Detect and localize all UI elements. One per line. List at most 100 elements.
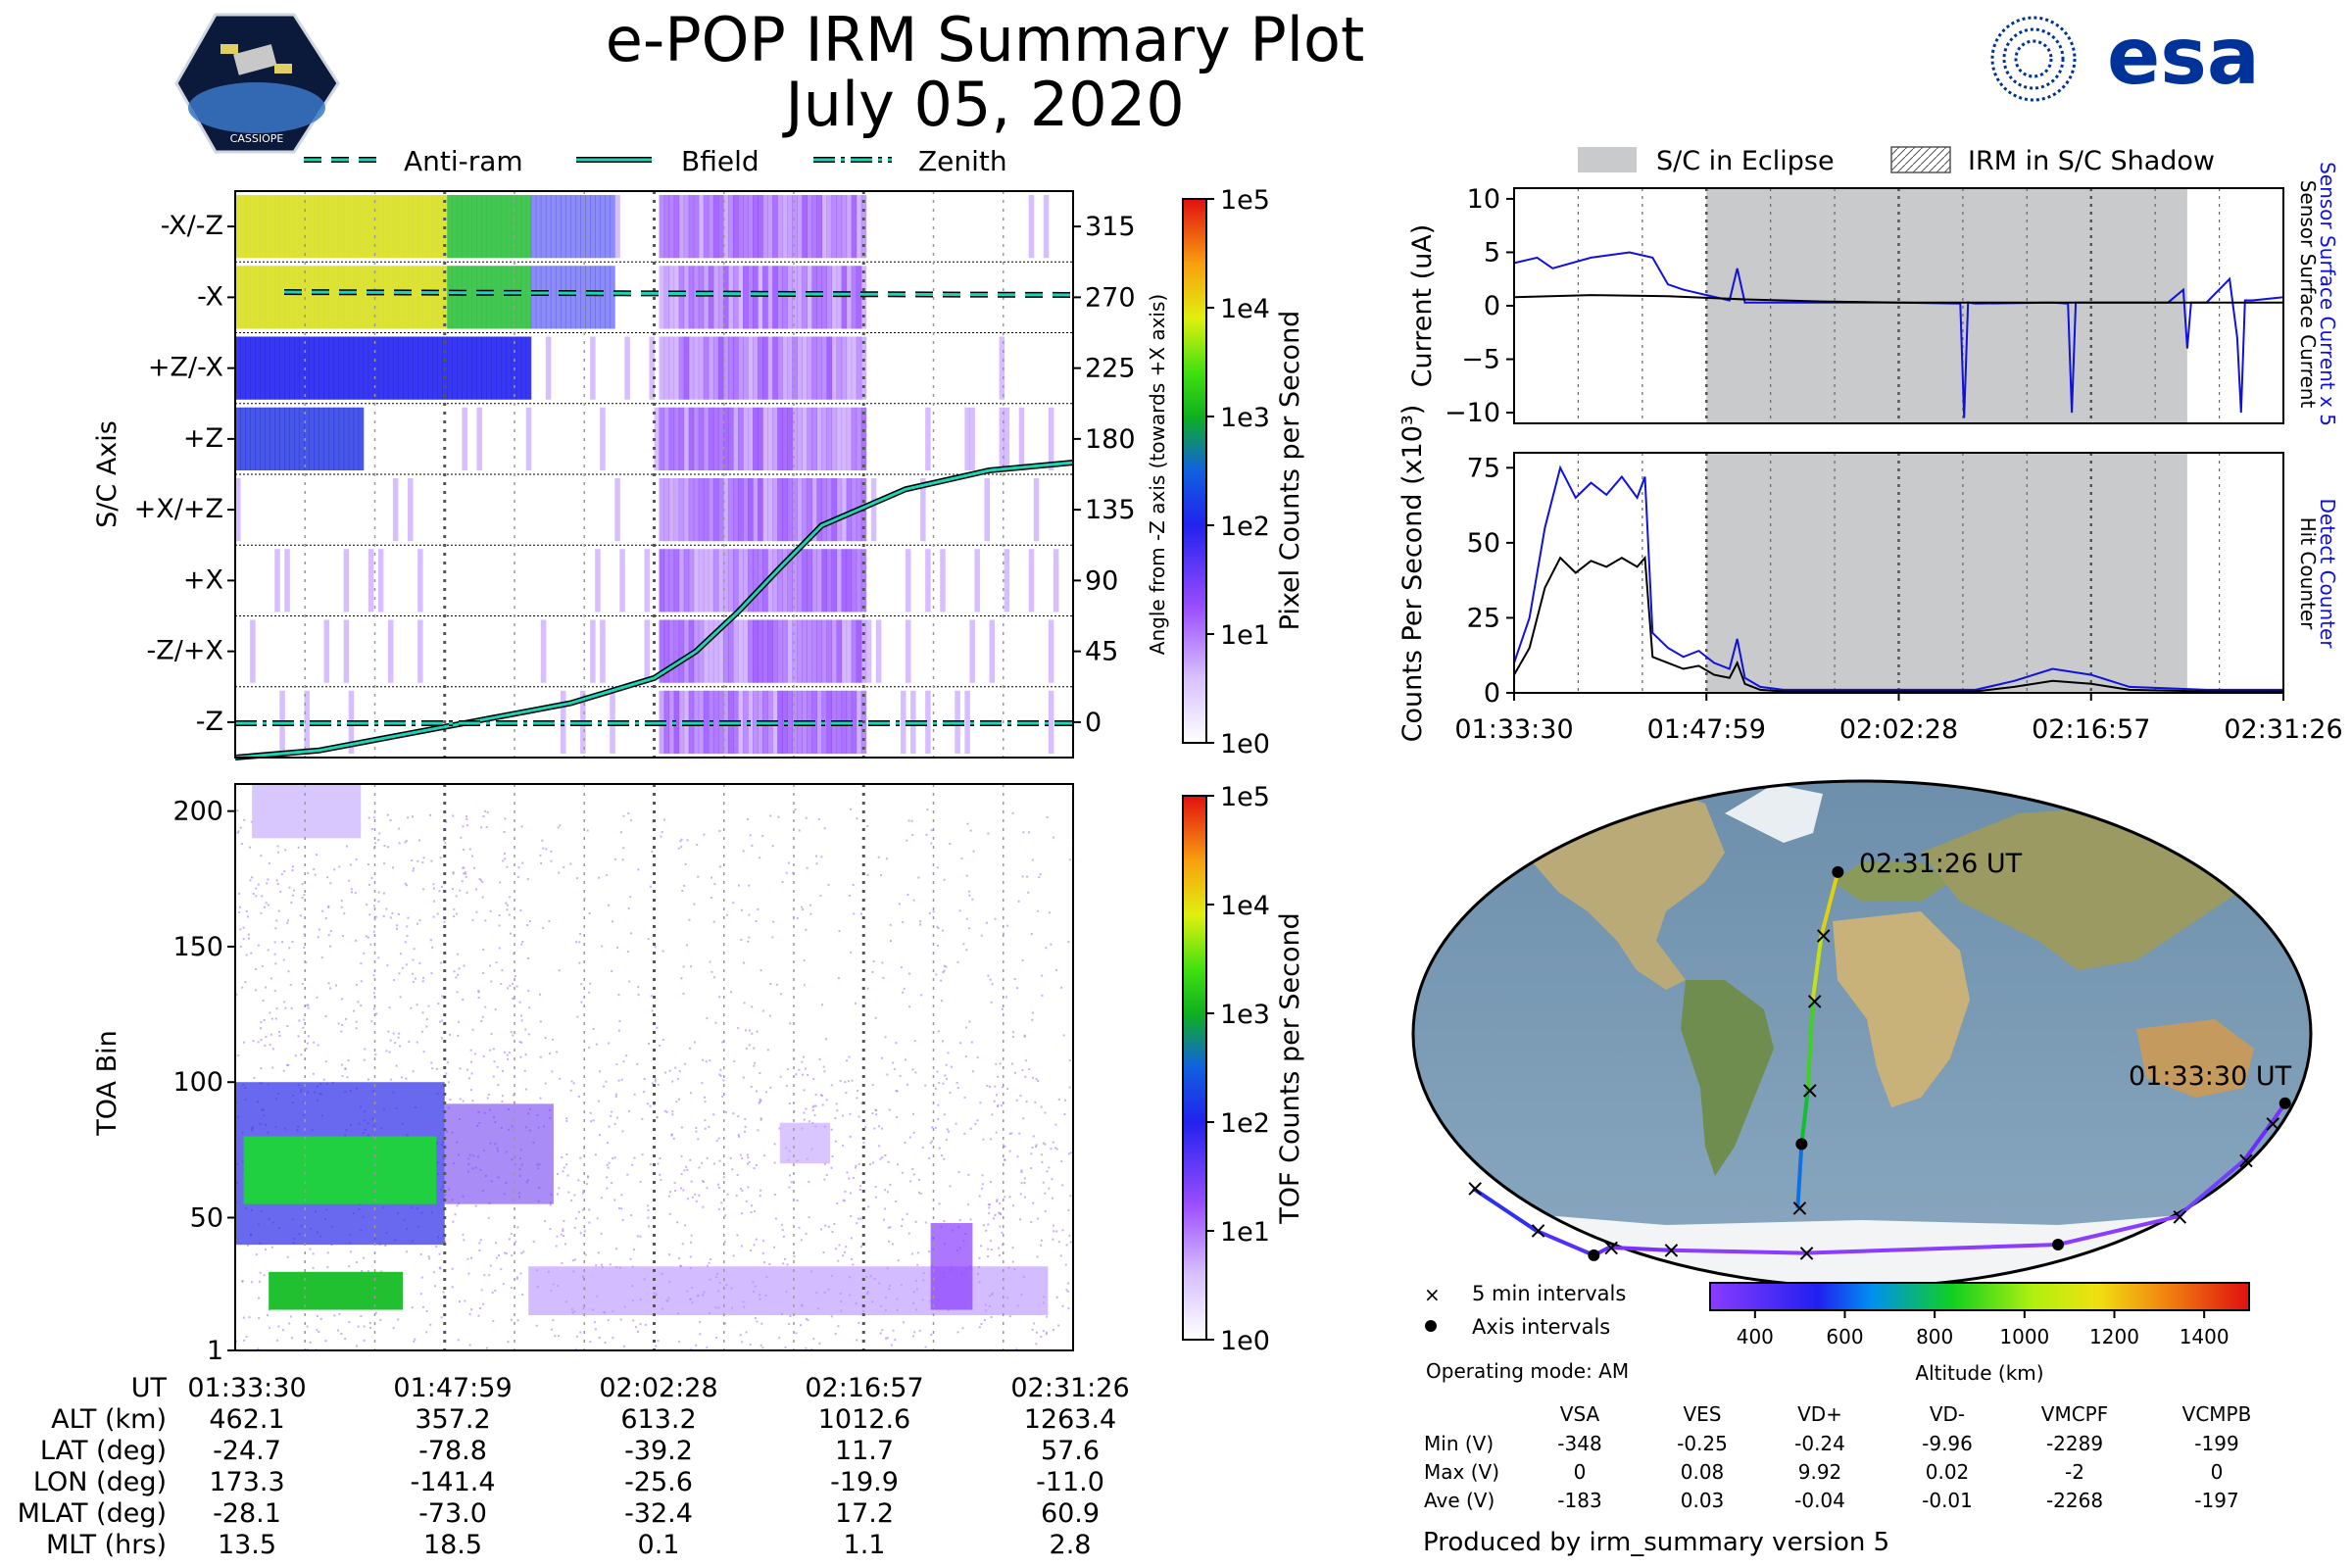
esa-logo: esa: [1990, 11, 2260, 102]
angle-tick-label: 225: [1085, 354, 1136, 384]
voltage-cell: 0.08: [1681, 1460, 1725, 1484]
ephemeris-cell: 173.3: [209, 1467, 284, 1497]
time-tick-label: 02:02:28: [1839, 714, 1958, 745]
time-tick-label: 02:16:57: [2032, 714, 2150, 745]
colorbar-tick: 1e3: [1220, 1000, 1270, 1030]
five-min-marker: ×: [1465, 1175, 1485, 1202]
axis-interval-marker: [1832, 865, 1844, 878]
operating-mode: Operating mode: AM: [1426, 1359, 1629, 1383]
colorbar-tick: 1e4: [1220, 294, 1270, 324]
y-tick-label: 5: [1484, 237, 1500, 268]
sc-row-label: +Z/-X: [148, 353, 223, 383]
orbit-segment: [1804, 1243, 2059, 1255]
antiram-series: [283, 290, 1074, 297]
dot-marker-icon: [1425, 1320, 1437, 1332]
sc-row-label: -X: [197, 281, 223, 312]
ephemeris-cell: -73.0: [418, 1498, 487, 1529]
y-tick-label: 75: [1467, 453, 1500, 483]
ephemeris-cell: 13.5: [218, 1530, 276, 1560]
orbit-segment: [1799, 1090, 1810, 1145]
pixel-colorbar: 1e5 1e4 1e3 1e2 1e1 1e0 Pixel Counts per Seco…: [1182, 185, 1305, 760]
colorbar-tick: 1e1: [1220, 1217, 1270, 1248]
pixel-colorbar-label: Pixel Counts per Second: [1275, 311, 1305, 631]
ephemeris-label: UT: [131, 1373, 168, 1403]
voltage-header: VES: [1683, 1402, 1721, 1426]
toa-tick-label: 1: [207, 1336, 223, 1366]
ephemeris-label: MLAT (deg): [18, 1498, 167, 1529]
voltage-cell: -2289: [2046, 1432, 2103, 1455]
angle-tick-label: 315: [1085, 212, 1136, 242]
voltage-cell: -0.01: [1922, 1489, 1973, 1512]
five-min-marker: ×: [1601, 1234, 1621, 1261]
bfield-series: [234, 461, 1074, 760]
sc-row-label: -X/-Z: [161, 211, 223, 241]
colorbar-tick: 1e3: [1220, 403, 1270, 433]
voltage-header: VSA: [1560, 1402, 1600, 1426]
cassiope-text: CASSIOPE: [230, 132, 284, 145]
angle-tick-label: 0: [1085, 708, 1102, 738]
colorbar-tick: 1e1: [1220, 620, 1270, 651]
ephemeris-cell: -19.9: [830, 1467, 899, 1497]
colorbar-tick: 1e2: [1220, 512, 1270, 542]
voltage-header: VCMPB: [2182, 1402, 2252, 1426]
voltage-cell: 0: [1574, 1460, 1587, 1484]
toa-tick-label: 50: [190, 1202, 223, 1233]
orbit-start-label: 01:33:30 UT: [2129, 1061, 2292, 1092]
ephemeris-cell: 60.9: [1041, 1498, 1100, 1529]
colorbar-tick: 1e0: [1220, 729, 1270, 760]
tof-colorbar: 1e5 1e4 1e3 1e2 1e1 1e0 TOF Counts per Second: [1182, 782, 1305, 1356]
esa-brand: esa: [2107, 11, 2260, 102]
altitude-colorbar: 400 600 800 1000 1200 1400 Altitude (km): [1709, 1282, 2250, 1385]
counts-right-label-blue: Detect Counter: [2316, 499, 2339, 650]
orbit-segment: [1795, 1144, 1804, 1208]
ephemeris-cell: 613.2: [620, 1404, 696, 1435]
voltage-cell: -199: [2194, 1432, 2238, 1455]
sc-row-label: +X/+Z: [134, 494, 223, 524]
sc-row-label: -Z/+X: [147, 636, 223, 666]
voltage-cell: 0.02: [1926, 1460, 1970, 1484]
orbit-map: × × × × × × × × × × × × 02:31:26 UT 01:33:30 UT: [1411, 779, 2313, 1289]
altitude-tick: 1200: [2089, 1325, 2139, 1348]
colorbar-tick: 1e5: [1220, 185, 1270, 216]
y-tick-label: 10: [1467, 184, 1500, 215]
orbit-segment: [1810, 935, 1824, 1002]
ephemeris-cell: 17.2: [835, 1498, 894, 1529]
five-min-marker: ×: [1789, 1195, 1809, 1222]
ephemeris-cell: 1.1: [844, 1530, 886, 1560]
legend-5min: 5 min intervals: [1472, 1282, 1626, 1305]
series-line: [1513, 555, 2283, 693]
orbit-segment: [1609, 1245, 1670, 1252]
legend-axis-intervals: Axis intervals: [1472, 1315, 1610, 1339]
sc-axis-ylabel: S/C Axis: [92, 420, 122, 528]
orbit-segment: [1535, 1228, 1595, 1257]
ephemeris-label: MLT (hrs): [46, 1530, 167, 1560]
map-legend: × 5 min intervals Axis intervals Operati…: [1424, 1282, 1629, 1383]
toa-ylabel: TOA Bin: [92, 1030, 122, 1136]
ephemeris-cell: -32.4: [624, 1498, 693, 1529]
ephemeris-cell: 02:02:28: [599, 1373, 717, 1403]
orbit-segment: [1669, 1248, 1805, 1255]
voltage-header: VD-: [1930, 1402, 1965, 1426]
toa-tick-label: 200: [172, 797, 223, 827]
voltage-header: VMCPF: [2041, 1402, 2108, 1426]
ephemeris-cell: 02:31:26: [1010, 1373, 1129, 1403]
ephemeris-cell: -39.2: [624, 1436, 693, 1466]
plot-title: e-POP IRM Summary Plot: [605, 4, 1365, 75]
voltage-table: VSA VES VD+ VD- VMCPF VCMPB Min (V) -348 -0.25 -0…: [1424, 1402, 2251, 1512]
sc-row-label: +X: [183, 564, 223, 595]
voltage-cell: -0.04: [1794, 1489, 1845, 1512]
ephemeris-cell: 11.7: [835, 1436, 894, 1466]
ephemeris-label: ALT (km): [51, 1404, 167, 1435]
ephemeris-cell: 2.8: [1050, 1530, 1092, 1560]
voltage-cell: -0.24: [1794, 1432, 1845, 1455]
ephemeris-cell: 1012.6: [818, 1404, 910, 1435]
ephemeris-cell: 357.2: [415, 1404, 490, 1435]
legend-eclipse: S/C in Eclipse: [1656, 146, 1835, 176]
axis-interval-marker: [1795, 1138, 1808, 1151]
y-tick-label: −5: [1461, 345, 1500, 375]
toa-tick-label: 100: [172, 1067, 223, 1098]
orbit-segment: [2177, 1158, 2246, 1218]
voltage-cell: 0.03: [1681, 1489, 1725, 1512]
y-tick-label: 25: [1467, 603, 1500, 633]
